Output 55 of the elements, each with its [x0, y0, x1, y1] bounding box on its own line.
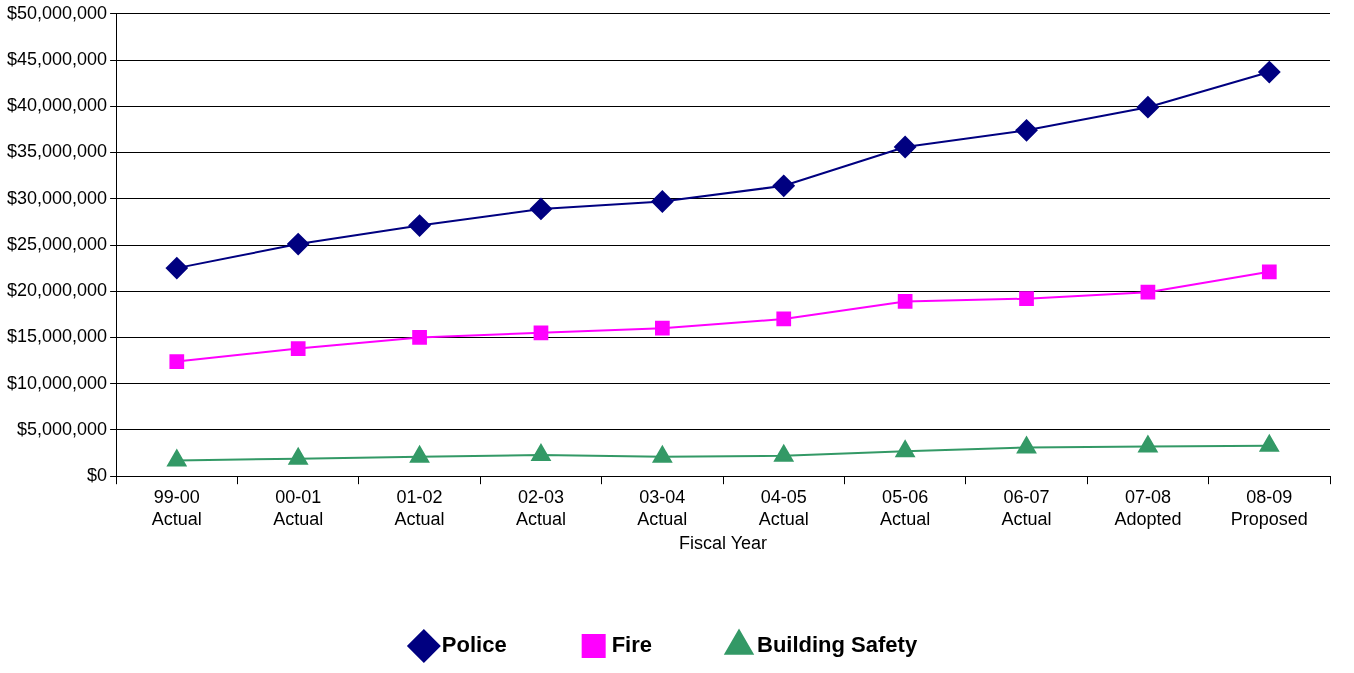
point — [897, 294, 913, 309]
point — [774, 444, 794, 462]
x-tick-label: 07-08 Adopted — [1114, 486, 1182, 529]
point — [1136, 96, 1159, 119]
x-tick-label: 08-09 Proposed — [1230, 486, 1308, 529]
point — [651, 190, 674, 213]
y-tick-label: $50,000,000 — [6, 2, 108, 23]
y-tick-label: $20,000,000 — [6, 280, 108, 301]
point — [290, 341, 306, 356]
point — [288, 447, 308, 465]
y-tick-label: $35,000,000 — [6, 141, 108, 162]
point — [776, 311, 792, 327]
y-tick-label: $10,000,000 — [6, 372, 108, 393]
x-tick-label: 00-01 Actual — [273, 486, 324, 529]
point — [165, 257, 188, 280]
point — [1138, 435, 1158, 453]
x-tick-label: 05-06 Actual — [880, 486, 931, 529]
point — [167, 449, 187, 467]
point — [1259, 434, 1279, 452]
x-tick-label: 03-04 Actual — [637, 486, 688, 529]
point — [1016, 436, 1037, 454]
point — [529, 197, 552, 220]
point — [1015, 119, 1038, 142]
point — [1019, 291, 1034, 306]
point — [533, 325, 549, 341]
x-tick-label: 99-00 Actual — [151, 486, 202, 529]
y-tick-label: $0 — [87, 465, 108, 486]
point — [895, 440, 915, 458]
y-tick-label: $40,000,000 — [6, 95, 108, 116]
point — [412, 330, 427, 345]
point — [169, 354, 185, 369]
x-tick-label: 01-02 Actual — [394, 486, 445, 529]
x-axis-title: Fiscal Year — [679, 533, 768, 554]
point — [652, 445, 673, 463]
point — [894, 135, 917, 158]
y-tick-label: $15,000,000 — [6, 326, 108, 347]
legend-label: Fire — [611, 632, 653, 658]
x-tick-label: 04-05 Actual — [758, 486, 809, 529]
point — [531, 443, 551, 461]
legend-label: Police — [441, 632, 507, 658]
y-tick-label: $5,000,000 — [17, 418, 108, 439]
point — [772, 174, 795, 197]
y-tick-label: $25,000,000 — [6, 233, 108, 254]
point — [409, 445, 430, 463]
point — [1258, 61, 1281, 84]
y-tick-label: $45,000,000 — [6, 49, 108, 70]
point — [1140, 284, 1156, 300]
point — [408, 214, 431, 237]
point — [654, 320, 670, 336]
x-tick-label: 06-07 Actual — [1001, 486, 1052, 529]
point — [287, 233, 310, 256]
point — [1261, 264, 1277, 280]
legend-label: Building Safety — [757, 632, 918, 658]
y-tick-label: $30,000,000 — [6, 187, 108, 208]
x-tick-label: 02-03 Actual — [515, 486, 566, 529]
